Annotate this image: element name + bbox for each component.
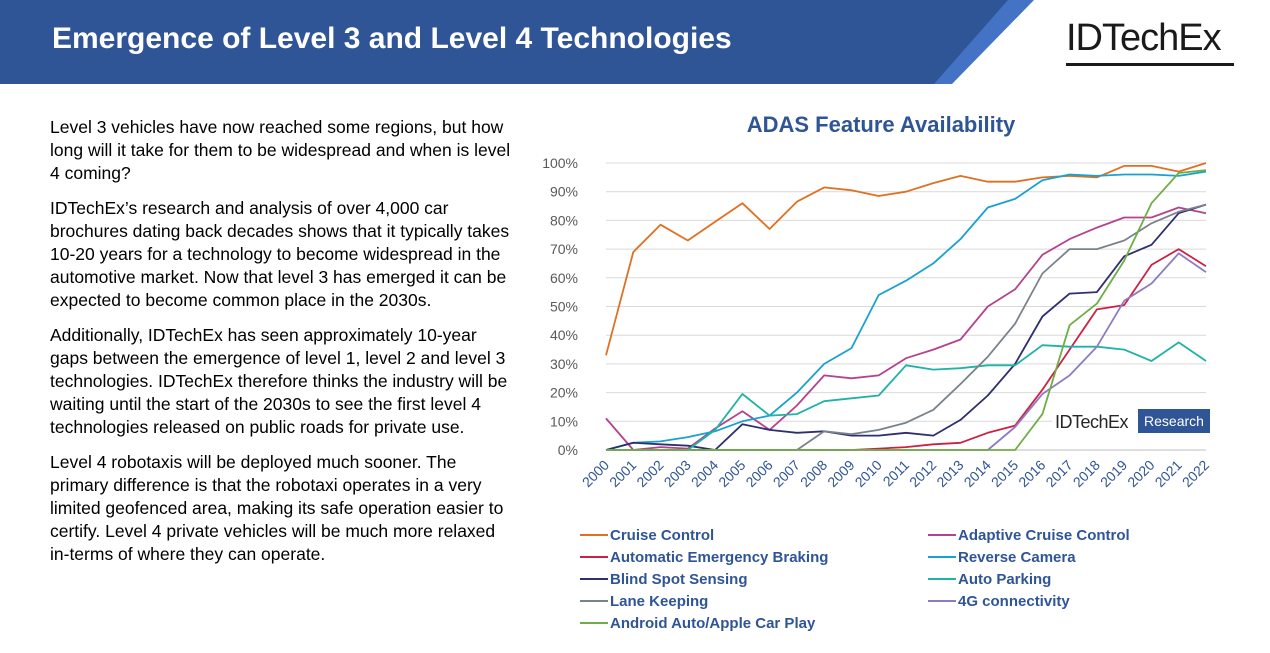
x-tick-label: 2011 bbox=[880, 457, 913, 490]
legend-label: Reverse Camera bbox=[958, 548, 1076, 566]
paragraph: Level 3 vehicles have now reached some r… bbox=[50, 117, 511, 183]
legend-swatch bbox=[580, 622, 608, 624]
x-tick-label: 2017 bbox=[1042, 457, 1075, 490]
paragraph: IDTechEx’s research and analysis of over… bbox=[50, 198, 510, 310]
x-tick-label: 2010 bbox=[852, 457, 885, 490]
legend-label: Auto Parking bbox=[958, 570, 1052, 588]
header-banner-shape bbox=[0, 0, 1034, 84]
legend-label: Android Auto/Apple Car Play bbox=[610, 614, 816, 632]
series-line bbox=[606, 169, 1207, 451]
legend-label: Adaptive Cruise Control bbox=[958, 526, 1130, 544]
x-tick-label: 2004 bbox=[688, 457, 721, 490]
x-tick-label: 2015 bbox=[988, 457, 1021, 490]
header-band bbox=[0, 0, 1270, 84]
y-tick-label: 50% bbox=[550, 299, 578, 315]
x-tick-label: 2008 bbox=[797, 457, 830, 490]
series-line bbox=[605, 162, 1207, 356]
y-tick-label: 30% bbox=[550, 356, 578, 372]
legend-swatch bbox=[928, 600, 956, 602]
x-tick-label: 2009 bbox=[824, 457, 857, 490]
x-tick-label: 2005 bbox=[715, 457, 748, 490]
x-tick-label: 2002 bbox=[633, 457, 666, 490]
y-tick-label: 10% bbox=[550, 413, 578, 429]
series-line bbox=[605, 203, 1207, 451]
y-tick-label: 60% bbox=[550, 270, 578, 286]
x-tick-label: 2006 bbox=[742, 457, 775, 490]
x-tick-label: 2000 bbox=[579, 457, 612, 490]
legend-item: Lane Keeping bbox=[580, 590, 708, 612]
legend-item: Cruise Control bbox=[580, 524, 714, 546]
x-tick-label: 2014 bbox=[961, 457, 994, 490]
watermark-brand: IDTechEx bbox=[1055, 412, 1129, 432]
legend-label: Automatic Emergency Braking bbox=[610, 548, 829, 566]
legend-item: Automatic Emergency Braking bbox=[580, 546, 828, 568]
y-tick-label: 80% bbox=[550, 212, 578, 228]
legend-swatch bbox=[580, 578, 608, 580]
y-tick-label: 70% bbox=[550, 241, 578, 257]
watermark-tag-background bbox=[1138, 409, 1210, 433]
line-chart: 0%10%20%30%40%50%60%70%80%90%100%2000200… bbox=[542, 155, 1212, 490]
x-tick-label: 2003 bbox=[661, 457, 694, 490]
page-title: Emergence of Level 3 and Level 4 Technol… bbox=[52, 22, 732, 55]
body-text: Level 3 vehicles have now reached some r… bbox=[50, 116, 512, 578]
logo-underline bbox=[1066, 63, 1234, 66]
y-tick-label: 0% bbox=[558, 442, 578, 458]
watermark-tag: Research bbox=[1144, 413, 1204, 429]
x-tick-label: 2022 bbox=[1179, 457, 1212, 490]
legend-item: Blind Spot Sensing bbox=[580, 568, 748, 590]
brand-logo: IDTechEx bbox=[1066, 17, 1222, 59]
x-tick-label: 2018 bbox=[1070, 457, 1103, 490]
legend-swatch bbox=[580, 534, 608, 536]
x-tick-label: 2001 bbox=[606, 457, 639, 490]
series-line bbox=[605, 170, 1207, 451]
y-tick-label: 40% bbox=[550, 327, 578, 343]
legend-label: 4G connectivity bbox=[958, 592, 1070, 610]
paragraph: Level 4 robotaxis will be deployed much … bbox=[50, 452, 504, 564]
legend-item: Android Auto/Apple Car Play bbox=[580, 612, 815, 634]
paragraph: Additionally, IDTechEx has seen approxim… bbox=[50, 325, 508, 437]
series-line bbox=[605, 206, 1207, 451]
y-tick-label: 20% bbox=[550, 385, 578, 401]
x-tick-label: 2012 bbox=[906, 457, 939, 490]
legend-item: Reverse Camera bbox=[928, 546, 1076, 568]
x-tick-label: 2021 bbox=[1152, 457, 1185, 490]
chart-legend: Cruise Control Adaptive Cruise Control Aut… bbox=[580, 524, 1220, 636]
y-tick-label: 90% bbox=[550, 184, 578, 200]
x-tick-label: 2019 bbox=[1097, 457, 1130, 490]
legend-label: Cruise Control bbox=[610, 526, 715, 544]
legend-swatch bbox=[928, 556, 956, 558]
series-line bbox=[606, 341, 1207, 451]
legend-swatch bbox=[928, 534, 956, 536]
legend-swatch bbox=[580, 600, 608, 602]
legend-swatch bbox=[928, 578, 956, 580]
y-tick-label: 100% bbox=[542, 155, 578, 171]
legend-item: Auto Parking bbox=[928, 568, 1051, 590]
x-tick-label: 2020 bbox=[1124, 457, 1157, 490]
legend-label: Blind Spot Sensing bbox=[610, 570, 748, 588]
x-tick-label: 2013 bbox=[933, 457, 966, 490]
legend-item: Adaptive Cruise Control bbox=[928, 524, 1130, 546]
x-tick-label: 2007 bbox=[770, 457, 803, 490]
legend-item: 4G connectivity bbox=[928, 590, 1070, 612]
x-tick-label: 2016 bbox=[1015, 457, 1048, 490]
legend-label: Lane Keeping bbox=[610, 592, 709, 610]
chart-title: ADAS Feature Availability bbox=[746, 112, 1016, 137]
legend-swatch bbox=[580, 556, 608, 558]
